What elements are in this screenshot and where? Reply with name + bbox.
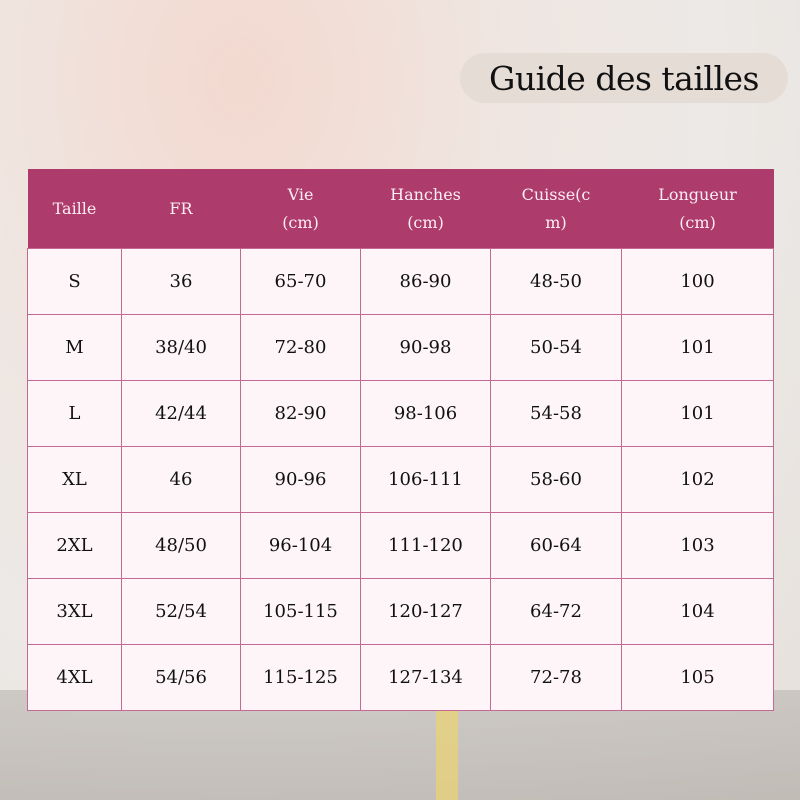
header-line: Vie — [287, 184, 314, 204]
table-cell: 105-115 — [240, 578, 361, 645]
table-cell: 86-90 — [360, 248, 491, 315]
table-cell: 106-111 — [360, 446, 491, 513]
table-row: 3XL 52/54 105-115 120-127 64-72 104 — [27, 578, 774, 645]
header-unit: (cm) — [282, 212, 319, 232]
table-cell: 103 — [621, 512, 774, 579]
measuring-tape — [436, 690, 458, 800]
header-line: Cuisse(c — [521, 184, 591, 204]
table-cell: 104 — [621, 578, 774, 645]
table-cell: 101 — [621, 380, 774, 447]
table-row: 2XL 48/50 96-104 111-120 60-64 103 — [27, 512, 774, 579]
table-cell: 98-106 — [360, 380, 491, 447]
table-cell: S — [27, 248, 122, 315]
table-cell: 105 — [621, 644, 774, 711]
table-cell: 4XL — [27, 644, 122, 711]
table-row: 4XL 54/56 115-125 127-134 72-78 105 — [27, 644, 774, 711]
size-table: Taille FR Vie (cm) Hanches (cm) Cuisse(c m) Long… — [27, 169, 774, 711]
table-cell: 82-90 — [240, 380, 361, 447]
table-row: XL 46 90-96 106-111 58-60 102 — [27, 446, 774, 513]
table-cell: 50-54 — [490, 314, 622, 381]
table-row: S 36 65-70 86-90 48-50 100 — [27, 248, 774, 315]
table-cell: 3XL — [27, 578, 122, 645]
table-cell: 96-104 — [240, 512, 361, 579]
header-line: FR — [169, 198, 193, 218]
title-badge: Guide des tailles — [460, 53, 788, 103]
table-cell: 42/44 — [121, 380, 241, 447]
table-cell: 90-98 — [360, 314, 491, 381]
header-line: Longueur — [658, 184, 737, 204]
table-cell: 90-96 — [240, 446, 361, 513]
table-cell: 115-125 — [240, 644, 361, 711]
column-header: FR — [121, 169, 241, 249]
column-header: Taille — [27, 169, 122, 249]
table-cell: 58-60 — [490, 446, 622, 513]
table-cell: 38/40 — [121, 314, 241, 381]
table-cell: 102 — [621, 446, 774, 513]
table-cell: 46 — [121, 446, 241, 513]
table-cell: 101 — [621, 314, 774, 381]
table-cell: 52/54 — [121, 578, 241, 645]
table-cell: 54-58 — [490, 380, 622, 447]
header-line: Hanches — [390, 184, 461, 204]
table-cell: 48/50 — [121, 512, 241, 579]
table-cell: 54/56 — [121, 644, 241, 711]
table-cell: 64-72 — [490, 578, 622, 645]
column-header: Longueur (cm) — [621, 169, 774, 249]
table-cell: 127-134 — [360, 644, 491, 711]
table-cell: M — [27, 314, 122, 381]
table-cell: 65-70 — [240, 248, 361, 315]
table-cell: 120-127 — [360, 578, 491, 645]
column-header: Vie (cm) — [240, 169, 361, 249]
table-cell: 48-50 — [490, 248, 622, 315]
table-cell: 72-80 — [240, 314, 361, 381]
page-title: Guide des tailles — [489, 58, 759, 98]
table-cell: 111-120 — [360, 512, 491, 579]
table-row: L 42/44 82-90 98-106 54-58 101 — [27, 380, 774, 447]
header-unit: (cm) — [407, 212, 444, 232]
column-header: Cuisse(c m) — [490, 169, 622, 249]
header-unit: (cm) — [679, 212, 716, 232]
table-cell: XL — [27, 446, 122, 513]
table-row: M 38/40 72-80 90-98 50-54 101 — [27, 314, 774, 381]
table-cell: 2XL — [27, 512, 122, 579]
header-row: Taille FR Vie (cm) Hanches (cm) Cuisse(c m) Long… — [27, 169, 774, 249]
table-cell: 36 — [121, 248, 241, 315]
header-unit: m) — [545, 212, 567, 232]
table-cell: 100 — [621, 248, 774, 315]
column-header: Hanches (cm) — [360, 169, 491, 249]
table-cell: L — [27, 380, 122, 447]
header-line: Taille — [52, 198, 97, 218]
table-cell: 72-78 — [490, 644, 622, 711]
table-cell: 60-64 — [490, 512, 622, 579]
